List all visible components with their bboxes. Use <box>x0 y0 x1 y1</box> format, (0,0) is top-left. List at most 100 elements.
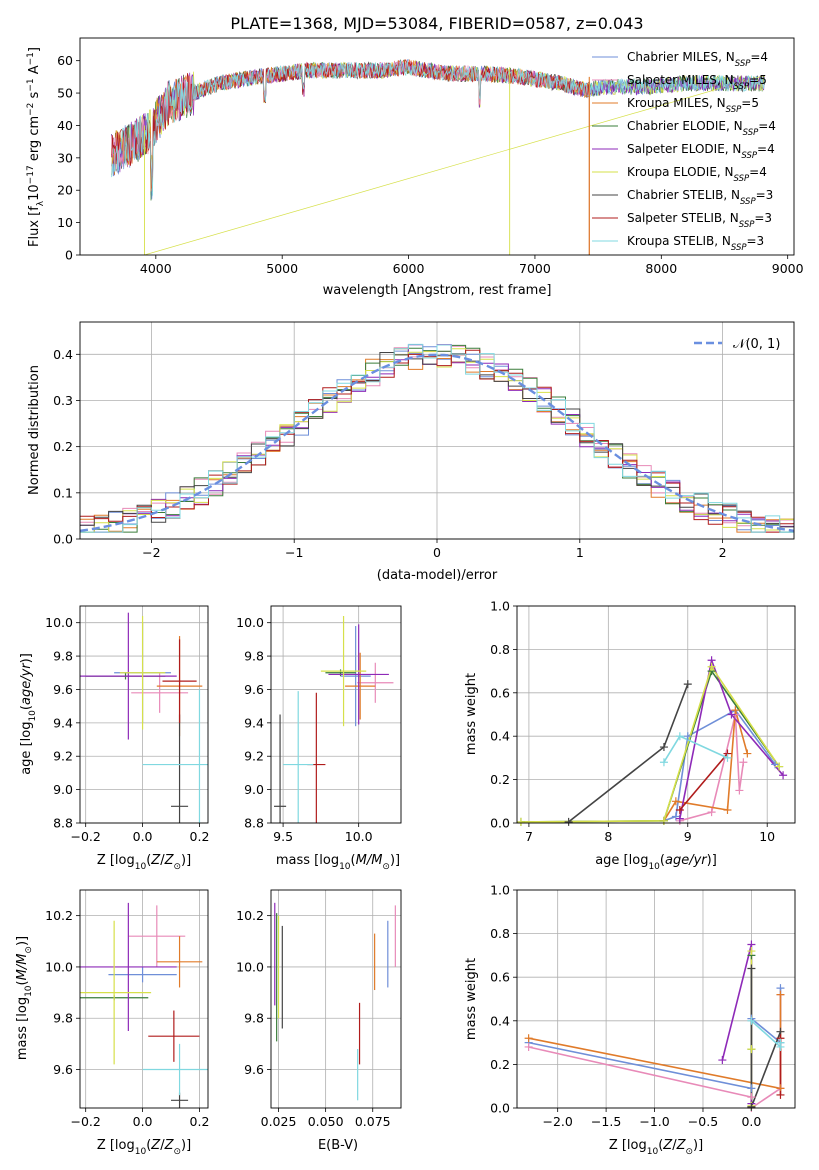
x-tick-label: 0.025 <box>261 1114 297 1129</box>
series-marker <box>659 816 668 825</box>
label-part: 10 <box>135 1147 147 1157</box>
x-tick-label: −1.0 <box>639 1114 669 1129</box>
axes-frame <box>79 321 795 540</box>
panel-age-vs-z: −0.2 0.0 0.28.89.09.29.49.69.810.0Z [log10… <box>19 605 210 872</box>
label-part: )] <box>15 936 30 946</box>
y-tick-label: 9.6 <box>53 1062 73 1077</box>
y-tick-label: 0.0 <box>490 816 510 831</box>
series-marker <box>707 662 716 671</box>
label-part: age/yr <box>665 853 708 868</box>
legend-sub: SSP <box>741 151 757 161</box>
spectrum-line <box>111 59 590 255</box>
legend-label: Salpeter ELODIE, NSSP=4 <box>627 142 775 161</box>
y-tick-label: 0.8 <box>490 642 510 657</box>
label-part: ⊙ <box>173 1147 181 1157</box>
y-tick-label: 0.2 <box>490 772 510 787</box>
x-tick-label: 0.075 <box>355 1114 391 1129</box>
legend-tail: =4 <box>750 50 768 64</box>
x-tick-label: −0.5 <box>688 1114 718 1129</box>
y-tick-label: 0.2 <box>53 439 73 454</box>
plot-area <box>520 657 784 823</box>
series-marker <box>723 805 732 814</box>
label-part: −1 <box>26 78 36 91</box>
y-tick-label: 10 <box>57 215 73 230</box>
x-tick-label: −0.2 <box>71 829 101 844</box>
y-tick-label: 10.0 <box>236 615 264 630</box>
label-part: ] <box>27 47 42 52</box>
label-part: mass [log <box>15 997 30 1060</box>
y-axis-label: mass [log10(M/M⊙)] <box>15 936 34 1060</box>
y-axis-label: mass weight <box>464 958 479 1040</box>
legend-tail: =3 <box>747 234 765 248</box>
series-line <box>679 657 784 819</box>
legend-sub: SSP <box>743 128 759 138</box>
legend-text: Chabrier STELIB, N <box>627 188 740 202</box>
legend-label: 𝒩(0, 1) <box>733 337 780 352</box>
y-tick-label: 9.0 <box>244 782 264 797</box>
x-axis-label: Z [log10(Z/Z⊙)] <box>609 1138 703 1157</box>
x-axis-label: Z [log10(Z/Z⊙)] <box>97 1138 191 1157</box>
series-marker <box>743 749 752 758</box>
y-tick-label: 9.0 <box>53 782 73 797</box>
series-line <box>520 664 780 823</box>
label-part: −17 <box>26 165 36 184</box>
y-tick-label: 0.6 <box>490 970 510 985</box>
label-part: −1 <box>26 52 36 65</box>
label-part: M/M <box>15 954 30 981</box>
label-part: mass [log <box>276 853 339 868</box>
y-tick-label: 40 <box>57 118 73 133</box>
label-part: )] <box>390 853 400 868</box>
legend-label: Chabrier ELODIE, NSSP=4 <box>627 119 776 138</box>
axes-frame <box>516 605 796 824</box>
x-tick-label: 9000 <box>772 261 804 276</box>
x-tick-label: 0.0 <box>133 829 153 844</box>
series-marker <box>776 990 785 999</box>
x-tick-label: 0.2 <box>190 829 210 844</box>
panel-mass-weight-vs-z: −2.0 −1.5 −1.0 −0.5 0.0 0.0 0.2 0.4 0.6 0.8 1.0 mas… <box>464 883 796 1157</box>
legend-sub: SSP <box>734 82 750 92</box>
legend-tail: =5 <box>749 73 767 87</box>
label-part: ( <box>658 1138 663 1153</box>
histogram-step <box>80 343 794 533</box>
label-part: Z <box>164 853 175 868</box>
normal-curve <box>80 353 794 533</box>
y-tick-label: 10.2 <box>45 908 73 923</box>
y-tick-label: 9.8 <box>53 1011 73 1026</box>
y-tick-label: 30 <box>57 150 73 165</box>
axes-frame <box>79 37 795 256</box>
series-marker <box>671 797 680 806</box>
y-tick-label: 1.0 <box>490 599 510 614</box>
label-part: 10 <box>648 862 660 872</box>
x-tick-label: 4000 <box>140 261 172 276</box>
series-marker <box>683 732 692 741</box>
legend-tail: =3 <box>756 188 774 202</box>
legend-label: Kroupa ELODIE, NSSP=4 <box>627 165 767 184</box>
y-tick-label: 0 <box>65 248 73 263</box>
x-tick-label: 0.2 <box>190 1114 210 1129</box>
label-part: 10 <box>28 710 38 722</box>
label-part: age [log <box>595 853 648 868</box>
legend-tail: =5 <box>741 96 759 110</box>
axes-frame <box>270 889 402 1109</box>
y-axis-label: age [log10(age/yr)] <box>19 653 38 775</box>
series-marker <box>707 808 716 817</box>
panel-mass-vs-e-b-v-: 0.025 0.050 0.075 9.6 9.8 10.0 10.2 E(B-V) <box>236 889 402 1153</box>
label-part: age/yr <box>19 662 34 705</box>
y-tick-label: 9.2 <box>53 749 73 764</box>
series-marker <box>524 1034 533 1043</box>
legend-tail: =4 <box>749 165 767 179</box>
x-tick-label: 9 <box>684 829 692 844</box>
y-tick-label: 9.4 <box>244 715 264 730</box>
x-axis-label: Z [log10(Z/Z⊙)] <box>97 853 191 872</box>
series-marker <box>747 947 756 956</box>
label-part: erg cm <box>27 116 42 165</box>
series-marker <box>524 1042 533 1051</box>
x-axis-label: mass [log10(M/M⊙)] <box>276 853 400 872</box>
y-tick-label: 10.2 <box>236 908 264 923</box>
histogram-step <box>80 349 794 533</box>
label-part: s <box>27 91 42 102</box>
label-part: / <box>672 1138 677 1153</box>
label-part: ⊙ <box>173 862 181 872</box>
plot-area <box>111 58 765 255</box>
label-part: Z <box>662 1138 673 1153</box>
